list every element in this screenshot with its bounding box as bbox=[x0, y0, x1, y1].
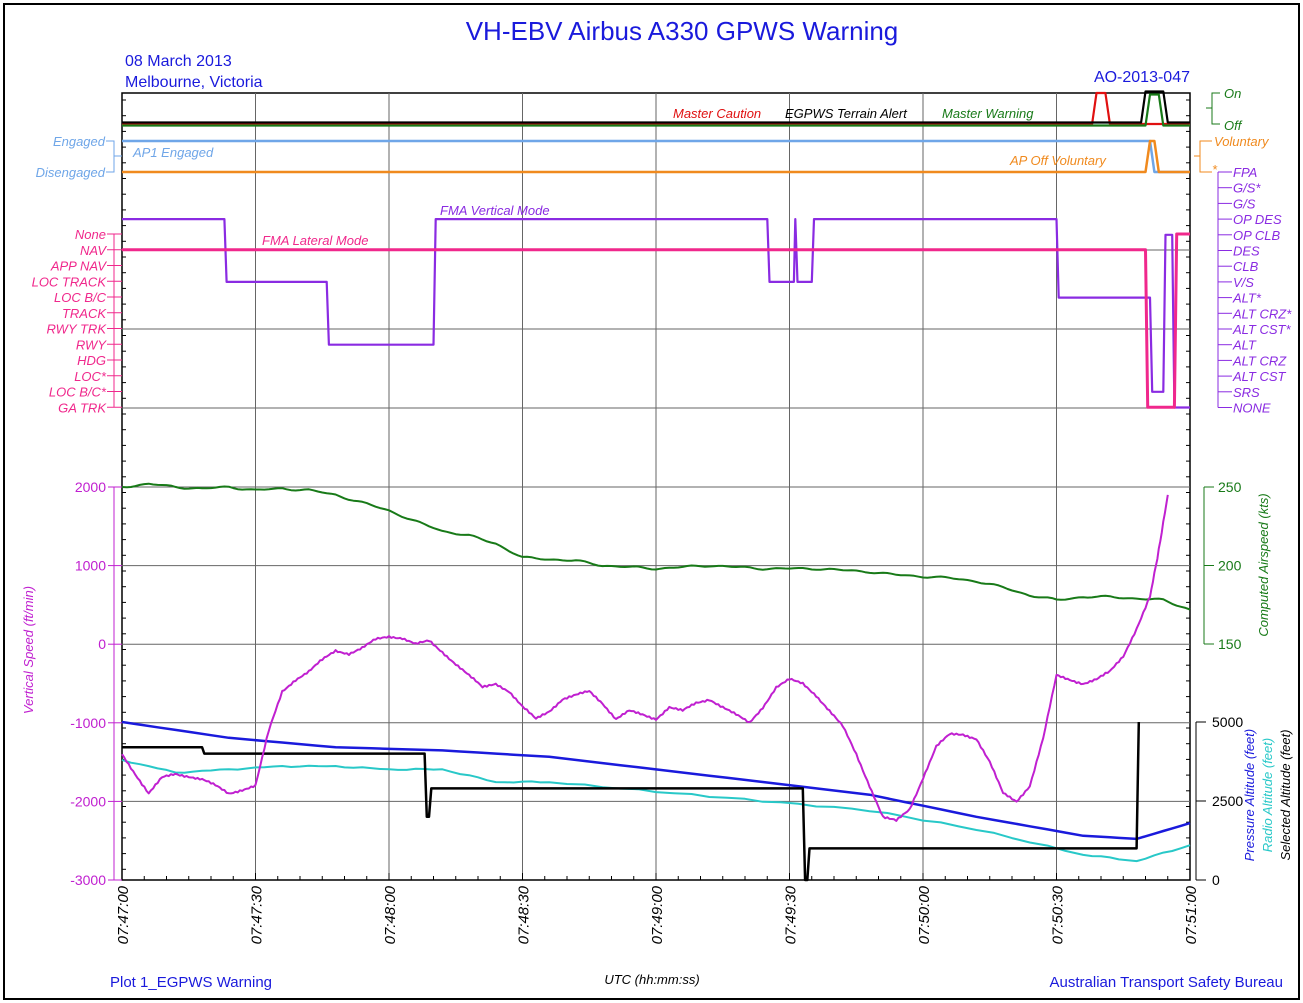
report-id: AO-2013-047 bbox=[1094, 69, 1190, 86]
vs-tick-label: -1000 bbox=[70, 715, 106, 731]
ap-off-voluntary-label: AP Off Voluntary bbox=[1009, 153, 1107, 168]
vertical-mode-label: ALT* bbox=[1232, 291, 1262, 306]
radio-altitude-line bbox=[121, 758, 1191, 863]
vertical-mode-label: ALT bbox=[1232, 338, 1257, 353]
master-warning-label: Master Warning bbox=[942, 106, 1034, 121]
lateral-mode-label: NAV bbox=[80, 243, 107, 258]
warning-state-on: On bbox=[1224, 86, 1241, 101]
lateral-mode-label: APP NAV bbox=[50, 259, 107, 274]
vertical-mode-label: SRS bbox=[1233, 385, 1260, 400]
airspeed-tick-label: 150 bbox=[1218, 636, 1242, 652]
altitude-tick-label: 5000 bbox=[1212, 714, 1243, 730]
vertical-mode-label: CLB bbox=[1233, 259, 1259, 274]
lateral-mode-label: RWY TRK bbox=[47, 322, 108, 337]
lateral-mode-label: None bbox=[75, 227, 106, 242]
x-tick-label: 07:50:00 bbox=[916, 885, 933, 944]
egpws-terrain-alert-label: EGPWS Terrain Alert bbox=[785, 106, 908, 121]
vertical-mode-label: V/S bbox=[1233, 275, 1254, 290]
airspeed-tick-label: 250 bbox=[1218, 479, 1242, 495]
flight-date: 08 March 2013 bbox=[125, 53, 232, 70]
master-caution-label: Master Caution bbox=[673, 106, 761, 121]
vertical-speed-axis-title: Vertical Speed (ft/min) bbox=[21, 586, 36, 714]
vertical-mode-label: ALT CRZ* bbox=[1232, 306, 1292, 321]
vertical-mode-label: DES bbox=[1233, 244, 1260, 259]
vertical-mode-label: G/S* bbox=[1233, 181, 1261, 196]
x-tick-label: 07:49:00 bbox=[649, 885, 666, 944]
x-tick-label: 07:50:30 bbox=[1050, 885, 1067, 944]
flight-location: Melbourne, Victoria bbox=[125, 74, 263, 91]
vertical-mode-label: NONE bbox=[1233, 401, 1271, 416]
vertical-speed-line bbox=[121, 494, 1169, 822]
fma-lateral-label: FMA Lateral Mode bbox=[262, 233, 368, 248]
altitude-tick-label: 2500 bbox=[1212, 793, 1243, 809]
fma-lateral-mode-line bbox=[122, 232, 1190, 409]
x-tick-label: 07:48:00 bbox=[382, 885, 399, 944]
vertical-mode-label: ALT CST bbox=[1232, 369, 1287, 384]
warning-state-off: Off bbox=[1224, 118, 1243, 133]
lateral-mode-label: LOC B/C* bbox=[49, 385, 107, 400]
altitude-tick-label: 0 bbox=[1212, 872, 1220, 888]
lateral-mode-label: LOC* bbox=[74, 369, 107, 384]
plot-name: Plot 1_EGPWS Warning bbox=[110, 974, 272, 991]
vertical-mode-label: OP DES bbox=[1233, 212, 1282, 227]
x-tick-label: 07:47:30 bbox=[249, 885, 266, 944]
lateral-mode-label: HDG bbox=[77, 353, 106, 368]
vs-tick-label: -2000 bbox=[70, 793, 106, 809]
vs-tick-label: -3000 bbox=[70, 872, 106, 888]
vs-tick-label: 2000 bbox=[75, 479, 106, 495]
airspeed-tick-label: 200 bbox=[1218, 558, 1242, 574]
master-warning-line bbox=[122, 93, 1190, 127]
vertical-mode-label: OP CLB bbox=[1233, 228, 1281, 243]
x-tick-label: 07:51:00 bbox=[1183, 885, 1200, 944]
lateral-mode-label: TRACK bbox=[62, 306, 107, 321]
agency-name: Australian Transport Safety Bureau bbox=[1050, 974, 1283, 991]
selected-altitude-line bbox=[122, 721, 1141, 882]
x-tick-label: 07:47:00 bbox=[115, 885, 132, 944]
ap-off-state-voluntary: Voluntary bbox=[1214, 134, 1270, 149]
airspeed-axis-title: Computed Airspeed (kts) bbox=[1256, 493, 1271, 636]
vertical-mode-label: ALT CRZ bbox=[1232, 353, 1287, 368]
vs-tick-label: 1000 bbox=[75, 558, 106, 574]
outer-border bbox=[3, 3, 1300, 1000]
lateral-mode-label: LOC B/C bbox=[54, 290, 107, 305]
pressure-altitude-line bbox=[121, 720, 1191, 841]
lateral-mode-label: LOC TRACK bbox=[32, 274, 108, 289]
axis-labels: 07:47:00 07:47:30 07:48:00 07:48:30 07:49:00… bbox=[32, 86, 1293, 944]
vertical-mode-label: FPA bbox=[1233, 165, 1257, 180]
fma-vertical-mode-line bbox=[122, 218, 1190, 409]
vertical-mode-label: G/S bbox=[1233, 196, 1256, 211]
x-tick-label: 07:48:30 bbox=[516, 885, 533, 944]
vertical-mode-label: ALT CST* bbox=[1232, 322, 1291, 337]
vs-tick-label: 0 bbox=[98, 636, 106, 652]
airspeed-line bbox=[121, 482, 1191, 611]
chart-title: VH-EBV Airbus A330 GPWS Warning bbox=[466, 16, 899, 46]
axis-ticks bbox=[106, 92, 1232, 881]
lateral-mode-label: GA TRK bbox=[58, 400, 107, 415]
pressure-altitude-axis-title: Pressure Altitude (feet) bbox=[1242, 729, 1257, 861]
selected-altitude-axis-title: Selected Altitude (feet) bbox=[1278, 729, 1293, 860]
ap1-state-disengaged: Disengaged bbox=[36, 165, 106, 180]
fma-vertical-label: FMA Vertical Mode bbox=[440, 203, 550, 218]
ap1-engaged-label: AP1 Engaged bbox=[132, 145, 214, 160]
egpws-terrain-alert-line bbox=[122, 90, 1190, 124]
radio-altitude-axis-title: Radio Altitude (feet) bbox=[1260, 738, 1275, 852]
data-series bbox=[121, 90, 1191, 882]
ap1-state-engaged: Engaged bbox=[53, 134, 106, 149]
x-axis-title: UTC (hh:mm:ss) bbox=[604, 972, 699, 987]
master-caution-line bbox=[122, 91, 1190, 126]
lateral-mode-label: RWY bbox=[76, 337, 107, 352]
ap-off-state-star: * bbox=[1212, 162, 1218, 177]
x-tick-label: 07:49:30 bbox=[783, 885, 800, 944]
ap-off-voluntary-line bbox=[122, 139, 1190, 174]
